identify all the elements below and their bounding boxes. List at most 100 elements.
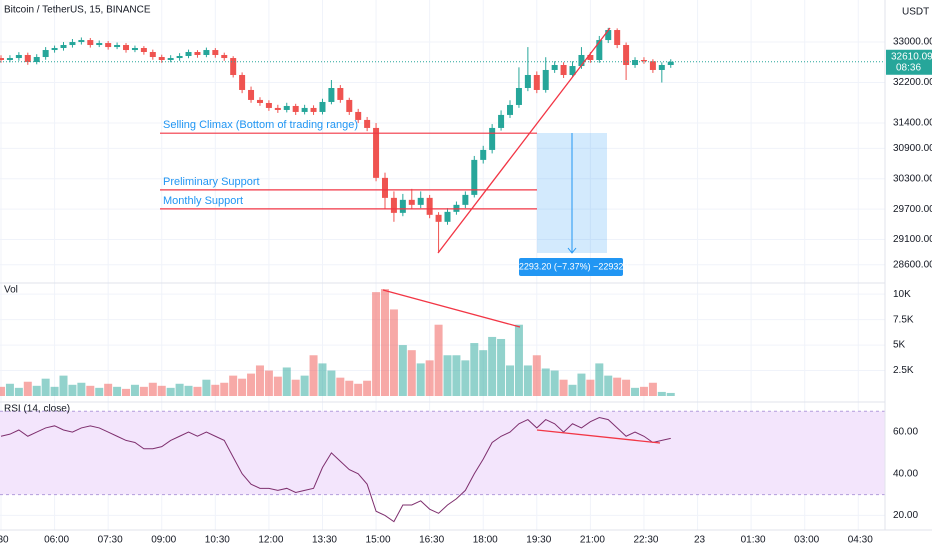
- candle-body: [123, 45, 130, 51]
- volume-bar: [372, 292, 381, 396]
- x-tick-label: 16:30: [419, 535, 444, 546]
- y-tick-label: 30300.00: [893, 173, 932, 184]
- candle-body: [623, 45, 630, 66]
- candle-body: [542, 69, 549, 90]
- x-tick-label: 04:30: [848, 535, 873, 546]
- x-tick-label: 22:30: [633, 535, 658, 546]
- level-label: Monthly Support: [163, 195, 243, 207]
- volume-bar: [122, 388, 131, 396]
- volume-bar: [497, 338, 506, 396]
- volume-bar: [264, 370, 273, 396]
- candle-body: [337, 88, 344, 100]
- volume-bar: [416, 363, 425, 396]
- candle-body: [78, 40, 85, 43]
- volume-bar: [59, 375, 68, 396]
- candle-body: [301, 107, 308, 112]
- rsi-line: [0, 416, 671, 523]
- candle-body: [265, 102, 272, 108]
- volume-bar: [255, 365, 264, 396]
- candle-body: [149, 52, 156, 58]
- y-tick-label: 29700.00: [893, 204, 932, 215]
- volume-bar: [202, 379, 211, 396]
- volume-bar: [648, 382, 657, 396]
- candle-body: [569, 66, 576, 75]
- candle-body: [131, 48, 138, 51]
- volume-bar: [541, 368, 550, 396]
- volume-bar: [95, 387, 104, 396]
- candle-body: [51, 48, 58, 51]
- volume-bar: [211, 384, 220, 396]
- level-label: Selling Climax (Bottom of trading range): [163, 119, 358, 131]
- volume-title: Vol: [4, 285, 18, 296]
- volume-bar: [0, 386, 5, 396]
- x-tick-label: 21:00: [580, 535, 605, 546]
- candle-body: [167, 58, 174, 60]
- candle-body: [381, 177, 388, 198]
- volume-bar: [479, 350, 488, 396]
- candle-body: [471, 159, 478, 195]
- volume-bar: [5, 383, 14, 396]
- candle-body: [596, 40, 603, 60]
- candle-body: [480, 149, 487, 160]
- volume-bar: [291, 379, 300, 396]
- measure-arrow-head: [567, 247, 577, 254]
- volume-bar: [113, 386, 122, 396]
- volume-bar: [166, 387, 175, 396]
- trend-line: [437, 27, 611, 254]
- y-tick-label: 20.00: [893, 510, 918, 521]
- x-tick-label: 23: [694, 535, 706, 546]
- volume-bar: [193, 386, 202, 396]
- candle-body: [444, 211, 451, 222]
- candle-body: [319, 101, 326, 112]
- candle-body: [524, 74, 531, 88]
- volume-bar: [175, 383, 184, 396]
- volume-bar: [434, 324, 443, 396]
- volume-bar: [130, 384, 139, 396]
- volume-bar: [657, 391, 666, 396]
- y-tick-label: 40.00: [893, 468, 918, 479]
- volume-bar: [220, 382, 229, 396]
- candle-body: [292, 105, 299, 112]
- volume-bar: [229, 375, 238, 396]
- candle-body: [105, 43, 112, 48]
- rsi-band: [0, 411, 885, 495]
- candle-body: [560, 65, 567, 75]
- candle-body: [203, 50, 210, 55]
- candle-body: [498, 114, 505, 128]
- volume-bar: [613, 377, 622, 396]
- candle-body: [515, 88, 522, 105]
- x-tick-label: 12:00: [258, 535, 283, 546]
- candle-body: [462, 194, 469, 205]
- volume-bar: [50, 386, 59, 396]
- volume-bar: [452, 355, 461, 396]
- y-tick-label: 10K: [893, 289, 911, 300]
- y-tick-label: 33000.00: [893, 37, 932, 48]
- candle-body: [632, 60, 639, 66]
- volume-bar: [604, 375, 613, 396]
- y-tick-label: 31400.00: [893, 118, 932, 129]
- volume-bar: [506, 365, 515, 396]
- volume-bar: [23, 381, 32, 396]
- rsi-title: RSI (14, close): [4, 404, 70, 415]
- volume-bar: [32, 385, 41, 396]
- volume-bar: [380, 289, 389, 396]
- candle-body: [256, 99, 263, 103]
- candle-body: [15, 54, 22, 59]
- volume-bar: [77, 382, 86, 396]
- volume-bar: [559, 379, 568, 396]
- candle-body: [96, 43, 103, 46]
- candle-body: [640, 60, 647, 62]
- y-tick-label: 30900.00: [893, 143, 932, 154]
- candle-body: [658, 65, 665, 70]
- volume-bar: [309, 355, 318, 396]
- volume-bar: [425, 360, 434, 396]
- candle-body: [346, 99, 353, 112]
- volume-bar: [139, 386, 148, 396]
- volume-bar: [470, 343, 479, 396]
- candle-body: [221, 54, 228, 59]
- volume-bar: [354, 383, 363, 396]
- volume-bar: [488, 336, 497, 396]
- volume-bar: [363, 380, 372, 396]
- volume-bar: [104, 383, 113, 396]
